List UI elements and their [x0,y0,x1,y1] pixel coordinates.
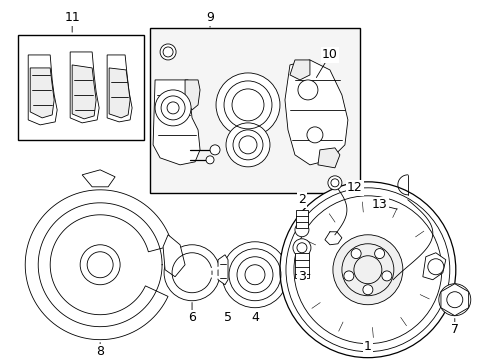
Text: 11: 11 [64,12,80,24]
Text: 9: 9 [205,12,214,24]
Polygon shape [153,80,200,165]
Circle shape [205,156,214,164]
Circle shape [327,176,341,190]
Circle shape [160,44,176,60]
Circle shape [297,80,317,100]
Circle shape [381,271,391,281]
Polygon shape [184,80,200,110]
Circle shape [332,235,402,305]
Polygon shape [82,170,115,187]
Bar [295,210,307,228]
Polygon shape [289,60,309,80]
Polygon shape [28,55,57,125]
Text: 2: 2 [297,193,305,206]
Circle shape [222,242,287,308]
Circle shape [216,73,280,137]
Bar [150,28,359,193]
Polygon shape [30,68,54,118]
Polygon shape [317,148,339,168]
Circle shape [374,249,384,258]
Text: 7: 7 [450,323,458,336]
Text: 4: 4 [250,311,259,324]
Polygon shape [107,55,132,122]
Circle shape [80,245,120,285]
Circle shape [306,127,322,143]
Bar [18,35,144,140]
Circle shape [280,182,455,358]
Circle shape [294,223,308,237]
Polygon shape [163,235,184,277]
Circle shape [350,249,361,258]
Polygon shape [218,255,227,285]
Circle shape [155,90,191,126]
Text: 3: 3 [297,270,305,283]
Text: 5: 5 [224,311,231,324]
Polygon shape [109,68,130,118]
Circle shape [362,285,372,295]
Circle shape [438,284,470,316]
Text: 6: 6 [188,311,196,324]
Polygon shape [285,60,347,165]
Text: 12: 12 [346,181,362,194]
Text: 8: 8 [96,345,104,358]
Polygon shape [70,52,99,123]
Text: 10: 10 [321,49,337,62]
Text: 13: 13 [371,198,387,211]
Polygon shape [72,65,96,119]
Circle shape [427,259,443,275]
Circle shape [164,245,220,301]
Circle shape [292,239,310,257]
Circle shape [343,271,353,281]
Circle shape [210,145,220,155]
Bar [294,253,308,278]
Circle shape [225,123,269,167]
Polygon shape [440,284,468,316]
Polygon shape [25,190,172,340]
Polygon shape [422,253,445,280]
Text: 1: 1 [363,340,371,353]
